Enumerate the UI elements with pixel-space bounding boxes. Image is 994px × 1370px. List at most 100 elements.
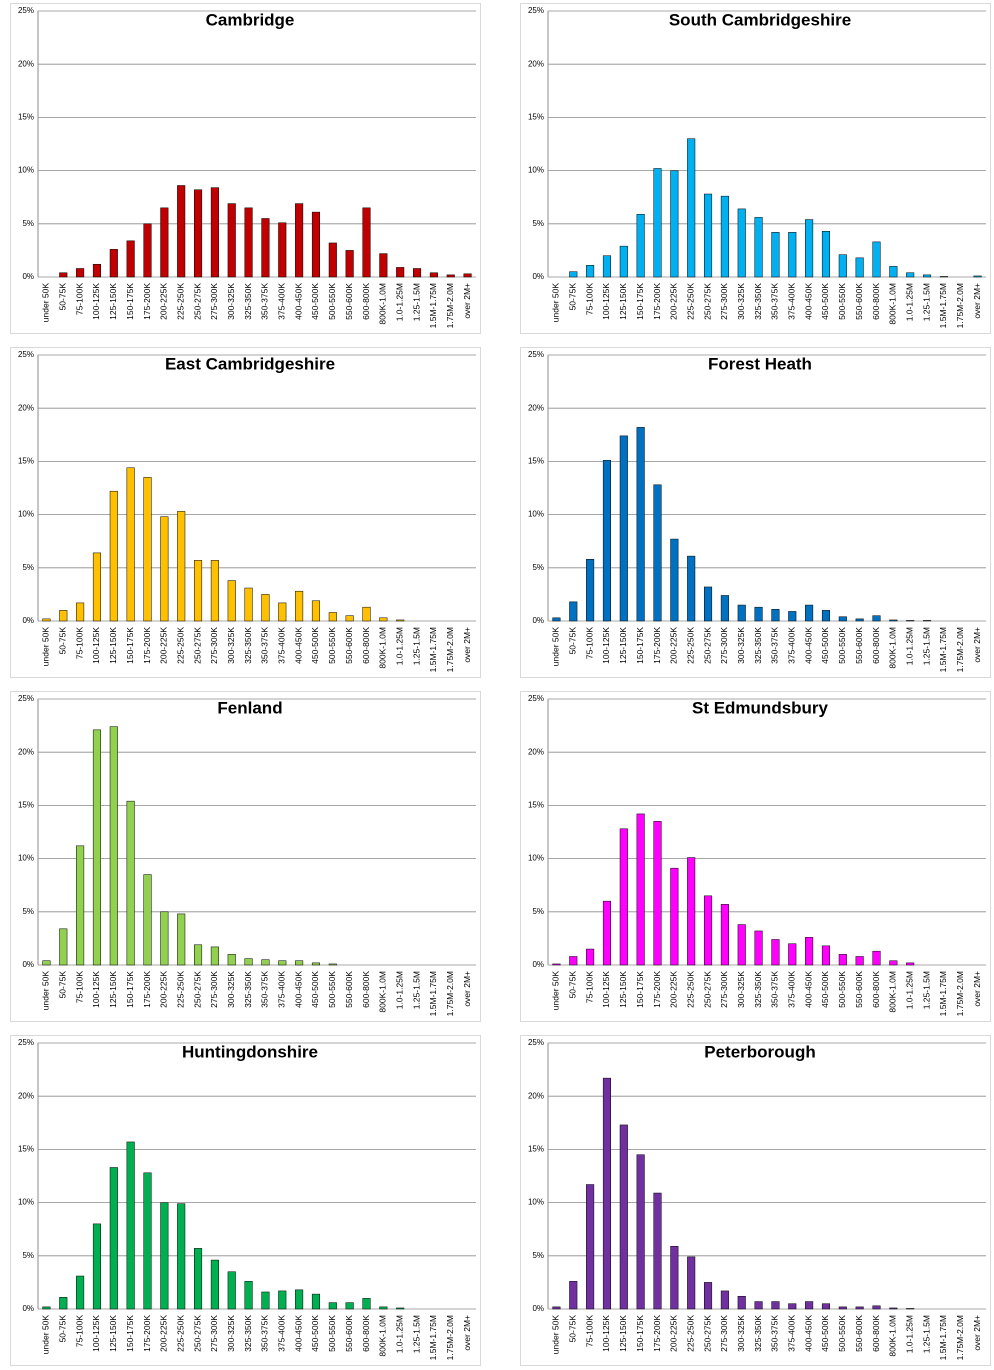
x-tick-label: 275-300K <box>719 283 729 320</box>
bar <box>771 609 780 622</box>
x-tick-label: 375-400K <box>277 971 287 1008</box>
y-tick-label: 15% <box>18 457 34 466</box>
y-tick-label: 15% <box>528 1145 544 1154</box>
bar <box>586 559 595 622</box>
bar <box>939 276 948 278</box>
bar <box>805 1301 814 1310</box>
x-tick-label: 500-550K <box>327 283 337 320</box>
chart-title: East Cambridgeshire <box>165 354 335 373</box>
bar <box>261 959 270 966</box>
bar <box>586 948 595 966</box>
y-tick-label: 20% <box>528 403 544 412</box>
x-tick-label: 200-225K <box>669 971 679 1008</box>
bar <box>295 960 304 966</box>
x-tick-label: 275-300K <box>719 1315 729 1352</box>
x-tick-label: 400-450K <box>293 627 303 664</box>
x-tick-label: 800K-1.0M <box>378 283 388 325</box>
x-tick-label: 800K-1.0M <box>888 1315 898 1357</box>
bar <box>872 241 881 278</box>
x-tick-label: 1.25-1.5M <box>921 971 931 1009</box>
bar <box>92 729 102 966</box>
panel-border <box>520 691 991 1022</box>
bar <box>922 620 932 622</box>
x-tick-label: under 50K <box>551 627 561 667</box>
x-tick-label: under 50K <box>551 971 561 1011</box>
bar <box>838 954 847 966</box>
bar <box>855 618 864 622</box>
x-tick-label: 75-100K <box>74 971 84 1003</box>
chart-panel: 0% 5% 10% 15% 20% 25% under 50K 50-75K 75-100K 10… <box>10 347 481 678</box>
bar <box>278 960 287 966</box>
x-tick-label: 450-500K <box>820 283 830 320</box>
bar <box>889 1307 898 1310</box>
x-tick-label: 600-800K <box>871 1315 881 1352</box>
bar <box>143 1172 152 1310</box>
bar <box>210 1259 219 1310</box>
x-tick-label: 175-200K <box>142 627 152 664</box>
bar <box>92 552 102 622</box>
bar <box>788 943 797 966</box>
x-tick-label: 75-100K <box>584 1315 594 1347</box>
x-tick-label: 1.25-1.5M <box>921 283 931 321</box>
x-tick-label: 1.5M-1.75M <box>428 283 438 328</box>
x-tick-label: 250-275K <box>192 1315 202 1352</box>
x-tick-label: under 50K <box>551 283 561 323</box>
bar <box>586 265 595 278</box>
bar <box>227 580 236 622</box>
bar <box>295 1289 304 1310</box>
bar <box>687 857 696 966</box>
x-tick-label: 500-550K <box>327 1315 337 1352</box>
x-tick-label: 1.25-1.5M <box>411 627 421 665</box>
y-tick-label: 0% <box>532 616 544 625</box>
bar <box>602 1077 612 1310</box>
x-tick-label: over 2M+ <box>972 971 982 1007</box>
x-tick-label: 225-250K <box>685 283 695 320</box>
bar <box>720 1290 729 1310</box>
chart-title: Fenland <box>217 698 282 717</box>
x-tick-label: 450-500K <box>310 971 320 1008</box>
bar <box>311 962 321 966</box>
y-tick-label: 10% <box>18 166 34 175</box>
x-tick-label: 1.0-1.25M <box>904 1315 914 1353</box>
bar <box>143 477 152 622</box>
bar <box>109 1167 118 1310</box>
x-tick-label: 325-350K <box>243 283 253 320</box>
x-tick-label: 225-250K <box>685 1315 695 1352</box>
y-tick-label: 25% <box>528 1038 544 1047</box>
x-tick-label: 550-600K <box>854 283 864 320</box>
x-tick-label: 1.0-1.25M <box>394 627 404 665</box>
x-tick-label: 250-275K <box>702 1315 712 1352</box>
y-tick-label: 10% <box>528 1198 544 1207</box>
x-tick-label: 600-800K <box>361 1315 371 1352</box>
bar <box>720 595 729 622</box>
x-tick-label: 125-150K <box>108 283 118 320</box>
bar <box>177 913 186 966</box>
bar <box>362 606 371 622</box>
chart-panel: 0% 5% 10% 15% 20% 25% under 50K 50-75K 75-100K 10… <box>10 691 481 1022</box>
x-tick-label: 400-450K <box>293 1315 303 1352</box>
bar <box>821 945 831 966</box>
bar <box>703 895 713 966</box>
x-tick-label: over 2M+ <box>972 283 982 319</box>
y-tick-label: 5% <box>22 563 34 572</box>
y-tick-label: 5% <box>22 1251 34 1260</box>
bar <box>210 560 219 622</box>
bar <box>703 1282 713 1310</box>
x-tick-label: 275-300K <box>209 971 219 1008</box>
chart-panel: 0% 5% 10% 15% 20% 25% under 50K 50-75K 75-100K 10… <box>520 347 991 678</box>
x-tick-label: 400-450K <box>803 627 813 664</box>
bar <box>227 203 236 278</box>
x-tick-label: under 50K <box>41 283 51 323</box>
y-tick-label: 20% <box>528 59 544 68</box>
bar <box>855 257 864 278</box>
x-tick-label: 200-225K <box>669 1315 679 1352</box>
bar <box>160 516 169 622</box>
x-tick-label: 100-125K <box>601 971 611 1008</box>
x-tick-label: 225-250K <box>175 627 185 664</box>
panel-border <box>520 1035 991 1366</box>
x-tick-label: 250-275K <box>702 971 712 1008</box>
bar <box>754 1301 763 1310</box>
bar <box>463 273 472 278</box>
x-tick-label: 1.25-1.5M <box>411 971 421 1009</box>
x-tick-label: 600-800K <box>361 627 371 664</box>
